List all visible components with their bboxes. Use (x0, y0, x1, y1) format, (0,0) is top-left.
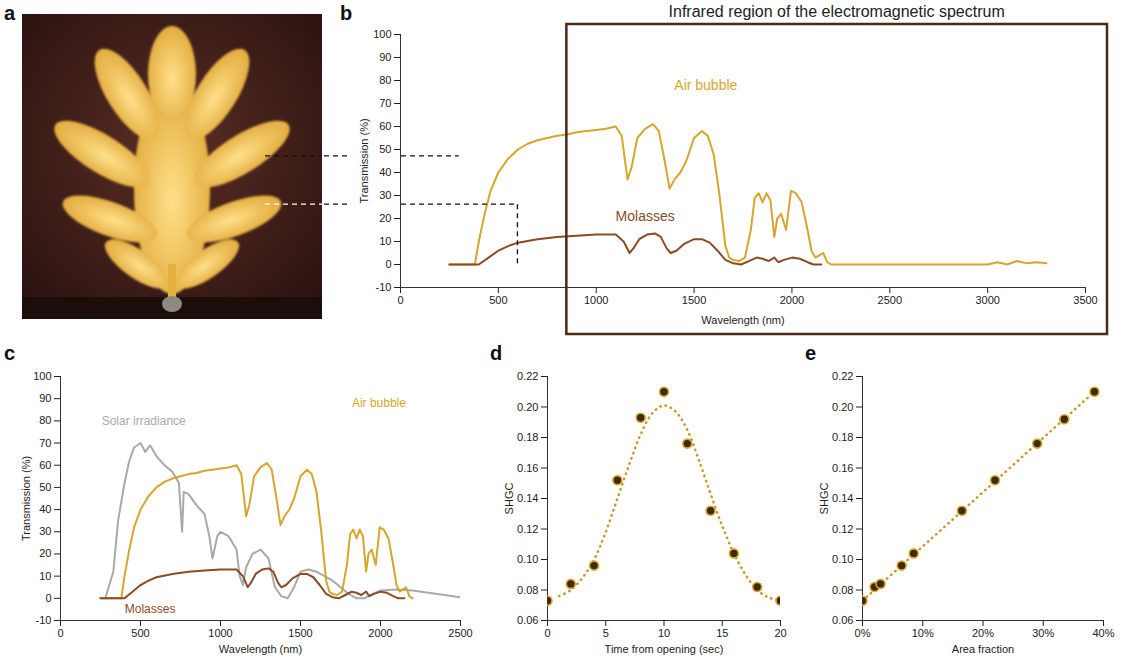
svg-text:1000: 1000 (208, 627, 232, 639)
svg-text:100: 100 (373, 28, 391, 40)
svg-text:1500: 1500 (682, 294, 706, 306)
svg-text:3000: 3000 (975, 294, 999, 306)
svg-text:0: 0 (385, 258, 391, 270)
svg-text:10: 10 (658, 627, 670, 639)
svg-text:3500: 3500 (1073, 294, 1097, 306)
svg-text:0.06: 0.06 (832, 614, 853, 626)
svg-text:100: 100 (33, 370, 51, 382)
svg-text:0: 0 (397, 294, 403, 306)
html-text:c: c (4, 342, 16, 364)
svg-text:2000: 2000 (368, 627, 392, 639)
svg-text:0.06: 0.06 (517, 614, 538, 626)
svg-text:0.18: 0.18 (832, 431, 853, 443)
svg-text:Wavelength (nm): Wavelength (nm) (701, 314, 784, 326)
svg-text:90: 90 (379, 51, 391, 63)
svg-text:Area fraction: Area fraction (952, 643, 1014, 655)
svg-text:0: 0 (544, 627, 550, 639)
svg-text:Air bubble: Air bubble (674, 77, 737, 93)
svg-text:1000: 1000 (584, 294, 608, 306)
svg-text:80: 80 (379, 74, 391, 86)
svg-text:1500: 1500 (288, 627, 312, 639)
svg-text:0.14: 0.14 (832, 492, 853, 504)
svg-text:0.20: 0.20 (832, 401, 853, 413)
svg-text:2500: 2500 (878, 294, 902, 306)
svg-text:20: 20 (39, 547, 51, 559)
svg-text:60: 60 (39, 459, 51, 471)
svg-text:20: 20 (379, 212, 391, 224)
svg-text:Transmission (%): Transmission (%) (20, 456, 32, 541)
svg-text:Infrared region of the electro: Infrared region of the electromagnetic s… (669, 3, 1005, 20)
html-text:a: a (4, 2, 16, 24)
svg-text:90: 90 (39, 392, 51, 404)
svg-text:0%: 0% (855, 627, 871, 639)
svg-text:10%: 10% (912, 627, 934, 639)
svg-text:0.22: 0.22 (517, 370, 538, 382)
svg-text:15: 15 (716, 627, 728, 639)
svg-text:Wavelength (nm): Wavelength (nm) (219, 643, 302, 655)
svg-text:0.14: 0.14 (517, 492, 538, 504)
svg-text:0.08: 0.08 (517, 584, 538, 596)
svg-text:0.08: 0.08 (832, 584, 853, 596)
svg-text:0.12: 0.12 (832, 523, 853, 535)
svg-text:30: 30 (39, 525, 51, 537)
svg-text:10: 10 (379, 235, 391, 247)
svg-text:Transmission (%): Transmission (%) (358, 118, 370, 203)
svg-text:0.10: 0.10 (832, 553, 853, 565)
svg-text:20%: 20% (972, 627, 994, 639)
svg-text:80: 80 (39, 414, 51, 426)
svg-text:2000: 2000 (780, 294, 804, 306)
svg-text:40: 40 (379, 166, 391, 178)
svg-text:Solar irradiance: Solar irradiance (102, 414, 186, 428)
svg-text:40%: 40% (1092, 627, 1114, 639)
svg-text:0: 0 (57, 627, 63, 639)
svg-text:0.18: 0.18 (517, 431, 538, 443)
svg-text:20: 20 (774, 627, 786, 639)
html-text:b: b (340, 2, 353, 24)
svg-text:70: 70 (39, 437, 51, 449)
svg-text:40: 40 (39, 503, 51, 515)
svg-text:10: 10 (39, 570, 51, 582)
svg-text:SHGC: SHGC (503, 483, 515, 515)
html-text:e: e (805, 342, 817, 364)
svg-text:30: 30 (379, 189, 391, 201)
svg-text:-10: -10 (376, 281, 392, 293)
svg-text:50: 50 (379, 143, 391, 155)
svg-text:0.16: 0.16 (832, 462, 853, 474)
svg-text:5: 5 (603, 627, 609, 639)
svg-text:30%: 30% (1032, 627, 1054, 639)
svg-text:Molasses: Molasses (616, 208, 675, 224)
svg-text:0.10: 0.10 (517, 553, 538, 565)
svg-text:2500: 2500 (448, 627, 472, 639)
svg-text:50: 50 (39, 481, 51, 493)
svg-text:0.12: 0.12 (517, 523, 538, 535)
svg-text:70: 70 (379, 97, 391, 109)
svg-text:0: 0 (45, 592, 51, 604)
svg-text:0.22: 0.22 (832, 370, 853, 382)
svg-text:SHGC: SHGC (818, 483, 830, 515)
svg-text:-10: -10 (36, 614, 52, 626)
svg-text:500: 500 (131, 627, 149, 639)
svg-text:0.20: 0.20 (517, 401, 538, 413)
svg-text:Time from opening (sec): Time from opening (sec) (605, 643, 724, 655)
svg-text:Molasses: Molasses (125, 602, 176, 616)
html-text:d: d (490, 342, 503, 364)
svg-text:Air bubble: Air bubble (352, 396, 406, 410)
svg-text:60: 60 (379, 120, 391, 132)
svg-text:0.16: 0.16 (517, 462, 538, 474)
svg-text:500: 500 (489, 294, 507, 306)
